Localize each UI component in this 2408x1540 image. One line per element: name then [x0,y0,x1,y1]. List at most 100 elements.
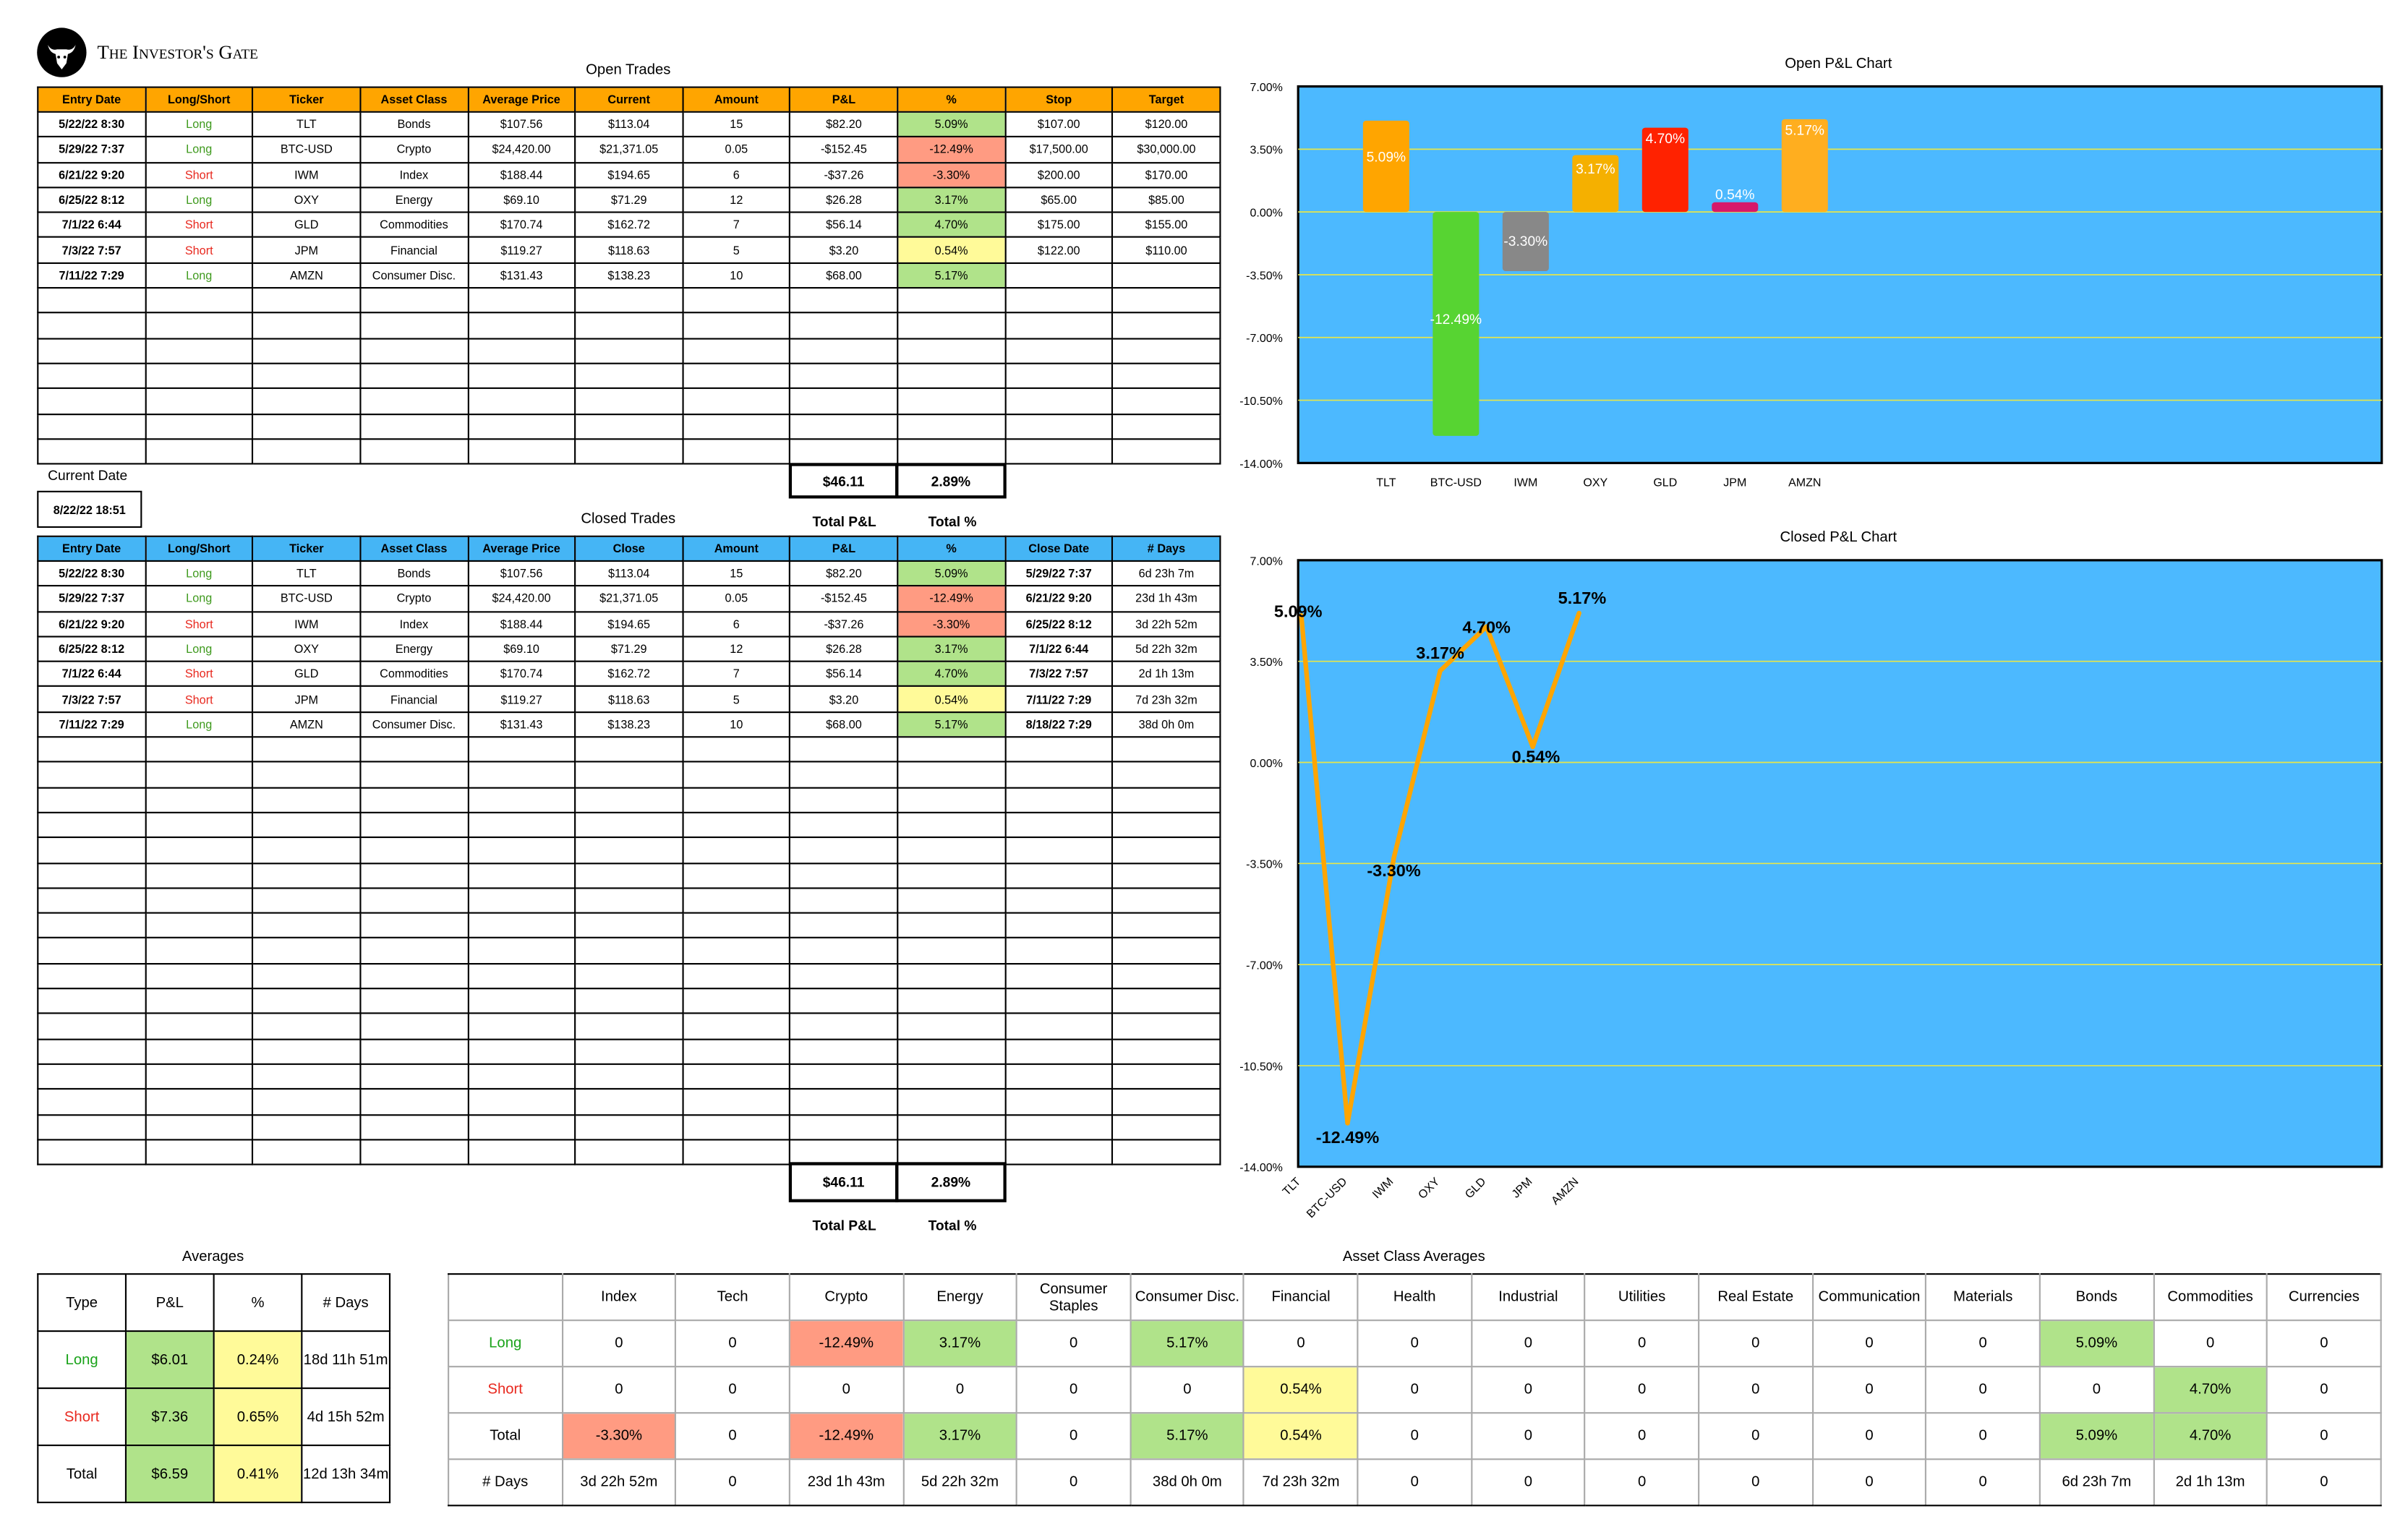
cell-amount[interactable]: 15 [681,111,791,138]
empty-row[interactable] [37,1113,1221,1141]
empty-cell[interactable] [37,1138,146,1165]
empty-row[interactable] [37,811,1221,839]
empty-cell[interactable] [37,1088,146,1116]
cell-close-date[interactable]: 7/3/22 7:57 [1004,660,1114,688]
empty-cell[interactable] [37,312,146,339]
empty-cell[interactable] [359,786,469,813]
empty-cell[interactable] [897,937,1006,964]
empty-cell[interactable] [359,1063,469,1090]
cell-days[interactable]: 3d 22h 52m [1111,610,1221,638]
empty-row[interactable] [37,1013,1221,1040]
empty-cell[interactable] [789,287,899,315]
cell-asset-class[interactable]: Financial [359,685,469,713]
cell-p-l[interactable]: $3.20 [789,685,899,713]
cell-target[interactable]: $110.00 [1111,236,1221,264]
empty-cell[interactable] [789,413,899,440]
cell-close[interactable]: $138.23 [574,711,684,738]
table-row[interactable]: 7/1/22 6:44 Short GLD Commodities $170.74 $16… [37,660,1221,688]
empty-cell[interactable] [252,287,362,315]
empty-cell[interactable] [144,811,254,839]
empty-cell[interactable] [466,761,576,789]
cell-blank[interactable]: 5.17% [897,262,1006,289]
empty-cell[interactable] [1111,786,1221,813]
empty-row[interactable] [37,287,1221,315]
cell-stop[interactable]: $175.00 [1004,211,1114,239]
cell-current[interactable]: $113.04 [574,111,684,138]
empty-cell[interactable] [1004,1088,1114,1116]
empty-cell[interactable] [574,837,684,864]
empty-cell[interactable] [144,988,254,1015]
empty-cell[interactable] [1004,1063,1114,1090]
cell-average-price[interactable]: $69.10 [466,636,576,663]
empty-cell[interactable] [37,988,146,1015]
cell-long-short[interactable]: Long [144,187,254,213]
empty-cell[interactable] [466,811,576,839]
cell-ticker[interactable]: BTC-USD [252,136,362,163]
empty-cell[interactable] [37,761,146,789]
cell-blank[interactable]: 4.70% [897,211,1006,239]
cell-p-l[interactable]: -$152.45 [789,136,899,163]
empty-cell[interactable] [897,1013,1006,1040]
cell-average-price[interactable]: $24,420.00 [466,585,576,612]
cell-entry-date[interactable]: 6/25/22 8:12 [37,187,146,213]
empty-cell[interactable] [789,1113,899,1141]
table-row[interactable]: 6/21/22 9:20 Short IWM Index $188.44 $194.65 6… [37,161,1221,189]
empty-cell[interactable] [681,337,791,364]
cell-amount[interactable]: 7 [681,211,791,239]
empty-cell[interactable] [359,1138,469,1165]
cell-asset-class[interactable]: Bonds [359,111,469,138]
empty-cell[interactable] [574,811,684,839]
cell-stop[interactable]: $65.00 [1004,187,1114,213]
empty-cell[interactable] [466,388,576,415]
empty-cell[interactable] [1111,337,1221,364]
cell-long-short[interactable]: Long [144,711,254,738]
empty-cell[interactable] [466,362,576,390]
empty-cell[interactable] [789,937,899,964]
empty-cell[interactable] [789,388,899,415]
cell-days[interactable]: 2d 1h 13m [1111,660,1221,688]
cell-average-price[interactable]: $107.56 [466,111,576,138]
empty-cell[interactable] [574,937,684,964]
empty-cell[interactable] [144,362,254,390]
empty-row[interactable] [37,912,1221,939]
cell-entry-date[interactable]: 5/22/22 8:30 [37,111,146,138]
cell-p-l[interactable]: $68.00 [789,711,899,738]
empty-cell[interactable] [252,1063,362,1090]
empty-cell[interactable] [37,811,146,839]
cell-entry-date[interactable]: 5/29/22 7:37 [37,136,146,163]
cell-average-price[interactable]: $188.44 [466,161,576,189]
empty-cell[interactable] [1111,761,1221,789]
cell-close-date[interactable]: 6/25/22 8:12 [1004,610,1114,638]
empty-cell[interactable] [252,937,362,964]
empty-cell[interactable] [1004,786,1114,813]
empty-cell[interactable] [466,337,576,364]
empty-cell[interactable] [144,1038,254,1065]
empty-cell[interactable] [1004,1038,1114,1065]
cell-ticker[interactable]: GLD [252,211,362,239]
cell-asset-class[interactable]: Energy [359,636,469,663]
empty-cell[interactable] [574,761,684,789]
table-row[interactable]: 5/29/22 7:37 Long BTC-USD Crypto $24,420.00 $… [37,585,1221,612]
empty-cell[interactable] [1111,988,1221,1015]
empty-cell[interactable] [359,988,469,1015]
empty-cell[interactable] [144,837,254,864]
cell-days[interactable]: 6d 23h 7m [1111,560,1221,587]
empty-cell[interactable] [897,287,1006,315]
cell-amount[interactable]: 0.05 [681,585,791,612]
empty-row[interactable] [37,362,1221,390]
empty-cell[interactable] [897,388,1006,415]
empty-cell[interactable] [1004,362,1114,390]
cell-entry-date[interactable]: 6/25/22 8:12 [37,636,146,663]
current-date-value[interactable]: 8/22/22 18:51 [37,490,142,529]
empty-cell[interactable] [574,988,684,1015]
empty-cell[interactable] [1004,912,1114,939]
cell-amount[interactable]: 5 [681,236,791,264]
empty-cell[interactable] [897,1088,1006,1116]
cell-amount[interactable]: 5 [681,685,791,713]
empty-cell[interactable] [681,312,791,339]
empty-cell[interactable] [789,337,899,364]
empty-cell[interactable] [359,1013,469,1040]
cell-p-l[interactable]: $56.14 [789,660,899,688]
empty-cell[interactable] [359,312,469,339]
empty-cell[interactable] [1004,337,1114,364]
